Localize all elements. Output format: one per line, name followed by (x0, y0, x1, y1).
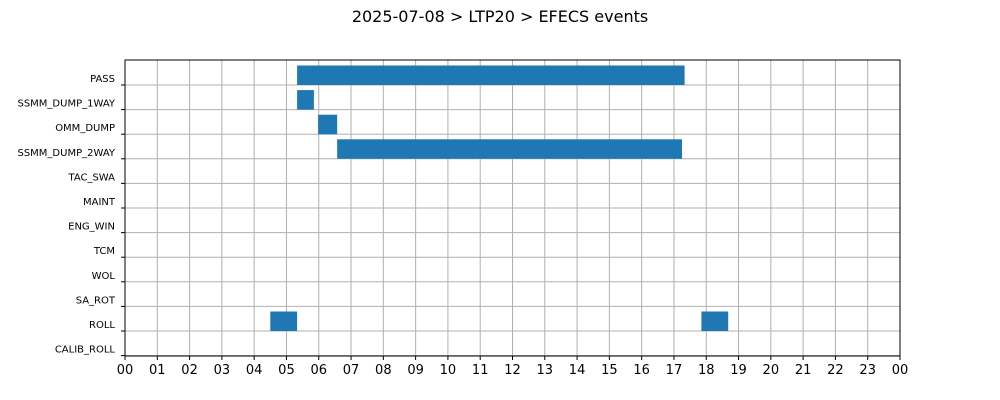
y-tick-label: SSMM_DUMP_1WAY (17, 99, 115, 110)
x-tick-label: 15 (601, 363, 618, 378)
x-tick-label: 01 (149, 363, 166, 378)
x-tick-label: 17 (666, 363, 683, 378)
y-tick-label: TAC_SWA (67, 172, 115, 183)
x-tick-label: 04 (246, 363, 263, 378)
y-tick-label: PASS (90, 74, 115, 85)
x-tick-label: 03 (214, 363, 231, 378)
x-tick-label: 11 (472, 363, 489, 378)
y-tick-label: ENG_WIN (68, 222, 115, 233)
chart-title: 2025-07-08 > LTP20 > EFECS events (352, 7, 648, 26)
x-tick-label: 13 (537, 363, 554, 378)
event-bar (318, 114, 338, 135)
x-tick-label: 09 (407, 363, 424, 378)
y-tick-label: SA_ROT (76, 295, 116, 306)
y-tick-label: SSMM_DUMP_2WAY (17, 148, 115, 159)
x-tick-label: 07 (343, 363, 360, 378)
y-tick-label: CALIB_ROLL (55, 345, 116, 356)
event-bar (701, 311, 729, 331)
event-bar (270, 311, 298, 331)
x-tick-label: 02 (181, 363, 198, 378)
x-tick-label: 08 (375, 363, 392, 378)
x-tick-label: 18 (698, 363, 715, 378)
x-tick-label: 06 (310, 363, 327, 378)
x-tick-label: 00 (892, 363, 909, 378)
bars-layer (270, 65, 729, 331)
y-axis-labels: PASS SSMM_DUMP_1WAY OMM_DUMP SSMM_DUMP_2WAY… (17, 74, 115, 356)
event-bar (297, 90, 314, 110)
grid-layer (124, 60, 901, 357)
x-tick-label: 00 (117, 363, 134, 378)
x-tick-label: 22 (827, 363, 844, 378)
x-axis-labels: 00 01 02 03 04 05 06 07 08 09 10 11 12 13 14 15 16 17 18 19… (117, 363, 909, 378)
y-tick-label: TCM (93, 246, 115, 257)
event-bar (337, 139, 683, 159)
y-tick-label: OMM_DUMP (55, 123, 115, 134)
x-tick-label: 12 (504, 363, 521, 378)
x-tick-label: 10 (440, 363, 457, 378)
x-tick-label: 16 (633, 363, 650, 378)
x-tick-label: 05 (278, 363, 295, 378)
y-tick-label: MAINT (83, 197, 116, 208)
x-tick-label: 14 (569, 363, 586, 378)
y-tick-label: ROLL (89, 320, 115, 331)
ticks-layer (121, 84, 901, 360)
x-tick-label: 21 (795, 363, 812, 378)
x-tick-label: 23 (859, 363, 876, 378)
x-tick-label: 19 (730, 363, 747, 378)
y-tick-label: WOL (92, 271, 116, 282)
x-tick-label: 20 (763, 363, 780, 378)
event-bar (297, 65, 685, 85)
